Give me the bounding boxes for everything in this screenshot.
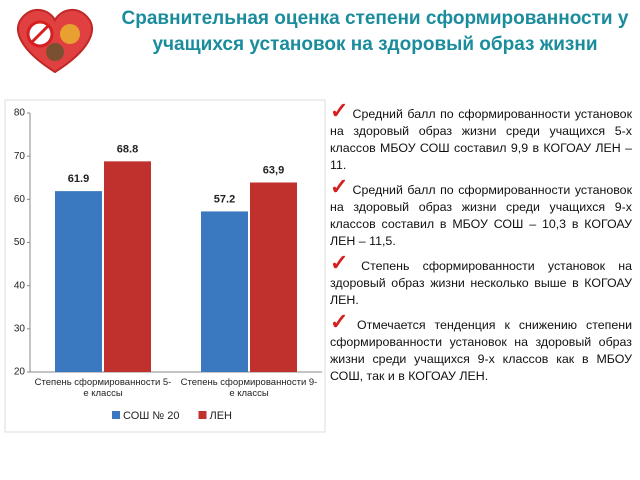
bullet-text: Средний балл по сформированности установ… (330, 183, 632, 248)
check-icon: ✓ (330, 309, 354, 334)
bar (55, 191, 102, 372)
y-tick-label: 30 (14, 323, 26, 334)
data-label: 68.8 (117, 143, 138, 155)
legend-label: ЛЕН (210, 410, 233, 422)
check-icon: ✓ (330, 250, 359, 275)
x-tick-label: Степень сформированности 9-е классы (180, 377, 318, 399)
y-tick-label: 40 (14, 280, 26, 291)
bullet: ✓ Степень сформированности установок на з… (330, 252, 632, 309)
check-icon: ✓ (330, 98, 350, 123)
y-tick-label: 80 (14, 108, 26, 119)
legend-label: СОШ № 20 (123, 410, 180, 422)
bullet: ✓ Средний балл по сформированности устано… (330, 100, 632, 174)
data-label: 57.2 (214, 193, 235, 205)
bar (104, 161, 151, 372)
data-label: 63,9 (263, 164, 284, 176)
slide-title: Сравнительная оценка степени сформирован… (121, 8, 629, 55)
y-tick-label: 60 (14, 194, 26, 205)
bar (201, 211, 248, 372)
y-tick-label: 20 (14, 367, 26, 378)
logo (17, 9, 93, 74)
data-label: 61.9 (68, 173, 89, 185)
x-tick-label: Степень сформированности 5-е классы (34, 377, 172, 399)
y-tick-label: 70 (14, 151, 26, 162)
bullet: ✓ Средний балл по сформированности устано… (330, 176, 632, 250)
legend-swatch (112, 411, 120, 419)
bar (250, 182, 297, 372)
y-tick-label: 50 (14, 237, 26, 248)
chart-frame (4, 99, 326, 433)
bullet-list: ✓ Средний балл по сформированности устано… (330, 100, 632, 392)
bullet: ✓ Отмечается тенденция к снижению степени… (330, 311, 632, 385)
legend-swatch (198, 411, 207, 419)
check-icon: ✓ (330, 174, 350, 199)
bullet-text: Средний балл по сформированности установ… (330, 107, 632, 172)
bullet-text: Отмечается тенденция к снижению степени … (330, 318, 632, 383)
bullet-text: Степень сформированности установок на зд… (330, 259, 632, 307)
